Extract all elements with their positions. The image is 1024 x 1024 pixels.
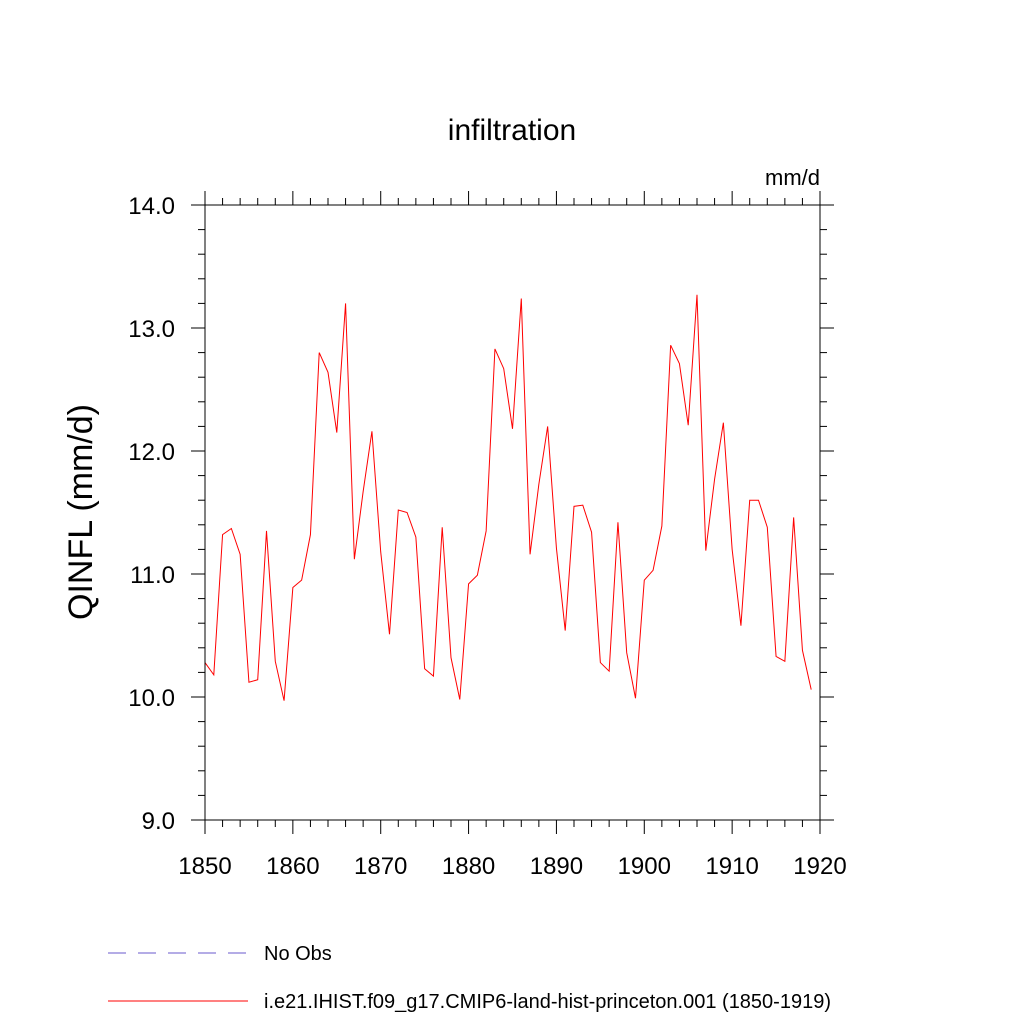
x-tick-label: 1920 [793, 853, 846, 880]
y-axis-label: QINFL (mm/d) [62, 404, 100, 620]
legend: No Obs i.e21.IHIST.f09_g17.CMIP6-land-hi… [108, 943, 831, 1013]
x-tick-label: 1850 [178, 853, 231, 880]
legend-label-model-run: i.e21.IHIST.f09_g17.CMIP6-land-hist-prin… [264, 991, 831, 1013]
y-tick-label: 14.0 [128, 193, 175, 220]
x-tick-label: 1900 [618, 853, 671, 880]
units-label: mm/d [765, 165, 820, 190]
y-tick-label: 11.0 [130, 562, 175, 589]
y-tick-label: 10.0 [128, 685, 175, 712]
series-lines [204, 294, 812, 701]
x-tick-label: 1870 [354, 853, 407, 880]
y-tick-label: 9.0 [142, 808, 175, 835]
axis-ticks [191, 191, 834, 834]
chart-title: infiltration [448, 114, 576, 147]
y-tick-label: 12.0 [128, 439, 175, 466]
x-tick-label: 1890 [530, 853, 583, 880]
axis-tick-labels: 1850 1860 1870 1880 1890 1900 1910 1920 9.0 10.0 1… [128, 193, 846, 880]
x-tick-label: 1910 [705, 853, 758, 880]
legend-label-no-obs: No Obs [264, 943, 332, 965]
x-tick-label: 1880 [442, 853, 495, 880]
plot-frame [204, 204, 821, 821]
x-tick-label: 1860 [266, 853, 319, 880]
series-line-1 [204, 294, 812, 701]
y-tick-label: 13.0 [128, 316, 175, 343]
